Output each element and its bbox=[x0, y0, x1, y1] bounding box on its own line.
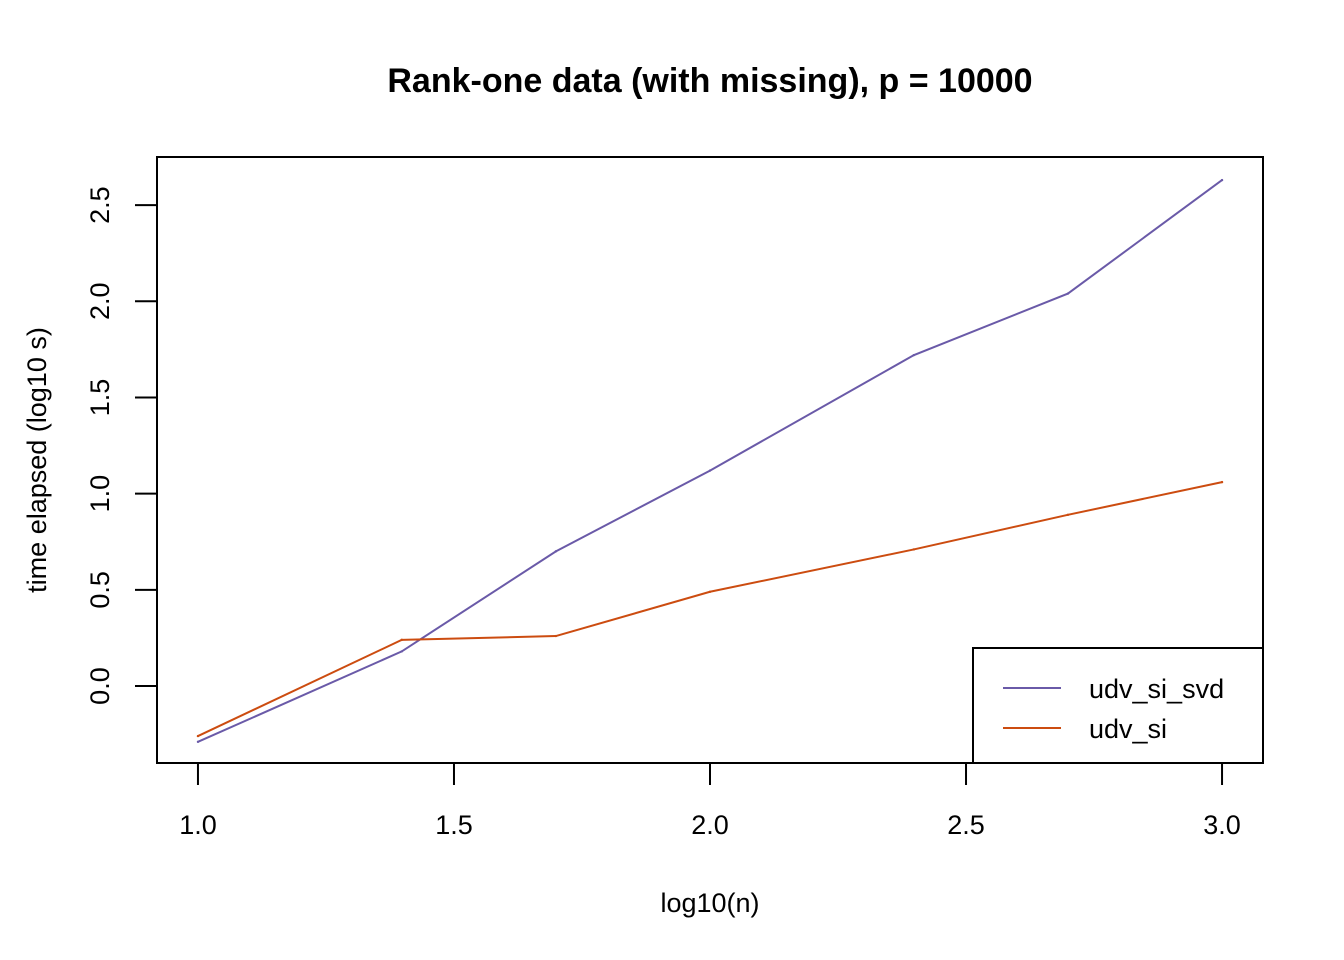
legend-box bbox=[972, 647, 1264, 764]
data-point-udv_si bbox=[1066, 513, 1070, 517]
data-point-udv_si_svd bbox=[1220, 178, 1224, 182]
legend-label-udv_si: udv_si bbox=[1089, 714, 1167, 744]
x-tick-label: 1.0 bbox=[179, 810, 217, 840]
y-tick-label: 2.0 bbox=[85, 283, 115, 321]
y-tick-label: 1.5 bbox=[85, 379, 115, 417]
y-axis-label: time elapsed (log10 s) bbox=[22, 327, 52, 593]
y-tick-label: 2.5 bbox=[85, 186, 115, 224]
data-point-udv_si bbox=[708, 590, 712, 593]
x-axis: 1.0 1.5 2.0 2.5 3.0 bbox=[179, 762, 1241, 840]
legend-label-udv_si_svd: udv_si_svd bbox=[1089, 674, 1224, 704]
data-point-udv_si bbox=[554, 634, 558, 638]
x-axis-label: log10(n) bbox=[660, 888, 759, 918]
data-point-udv_si bbox=[912, 548, 915, 551]
data-point-udv_si_svd bbox=[400, 650, 403, 653]
y-tick-label: 0.0 bbox=[85, 667, 115, 705]
data-point-udv_si_svd bbox=[1066, 292, 1070, 295]
data-point-udv_si_svd bbox=[912, 353, 915, 357]
data-point-udv_si bbox=[196, 734, 200, 738]
data-point-udv_si_svd bbox=[554, 550, 558, 553]
y-axis: 0.0 0.5 1.0 1.5 2.0 2.5 bbox=[85, 186, 158, 705]
series-layer bbox=[196, 178, 1224, 744]
data-point-udv_si_svd bbox=[708, 469, 712, 472]
x-tick-label: 2.0 bbox=[691, 810, 729, 840]
data-point-udv_si bbox=[400, 638, 403, 642]
data-point-udv_si_svd bbox=[196, 740, 200, 744]
data-point-udv_si bbox=[1220, 480, 1224, 484]
legend: udv_si_svd udv_si bbox=[972, 647, 1264, 764]
x-tick-label: 2.5 bbox=[947, 810, 985, 840]
x-tick-label: 1.5 bbox=[435, 810, 473, 840]
chart-title: Rank-one data (with missing), p = 10000 bbox=[387, 62, 1032, 100]
y-tick-label: 0.5 bbox=[85, 571, 115, 609]
x-tick-label: 3.0 bbox=[1203, 810, 1241, 840]
y-tick-label: 1.0 bbox=[85, 475, 115, 513]
